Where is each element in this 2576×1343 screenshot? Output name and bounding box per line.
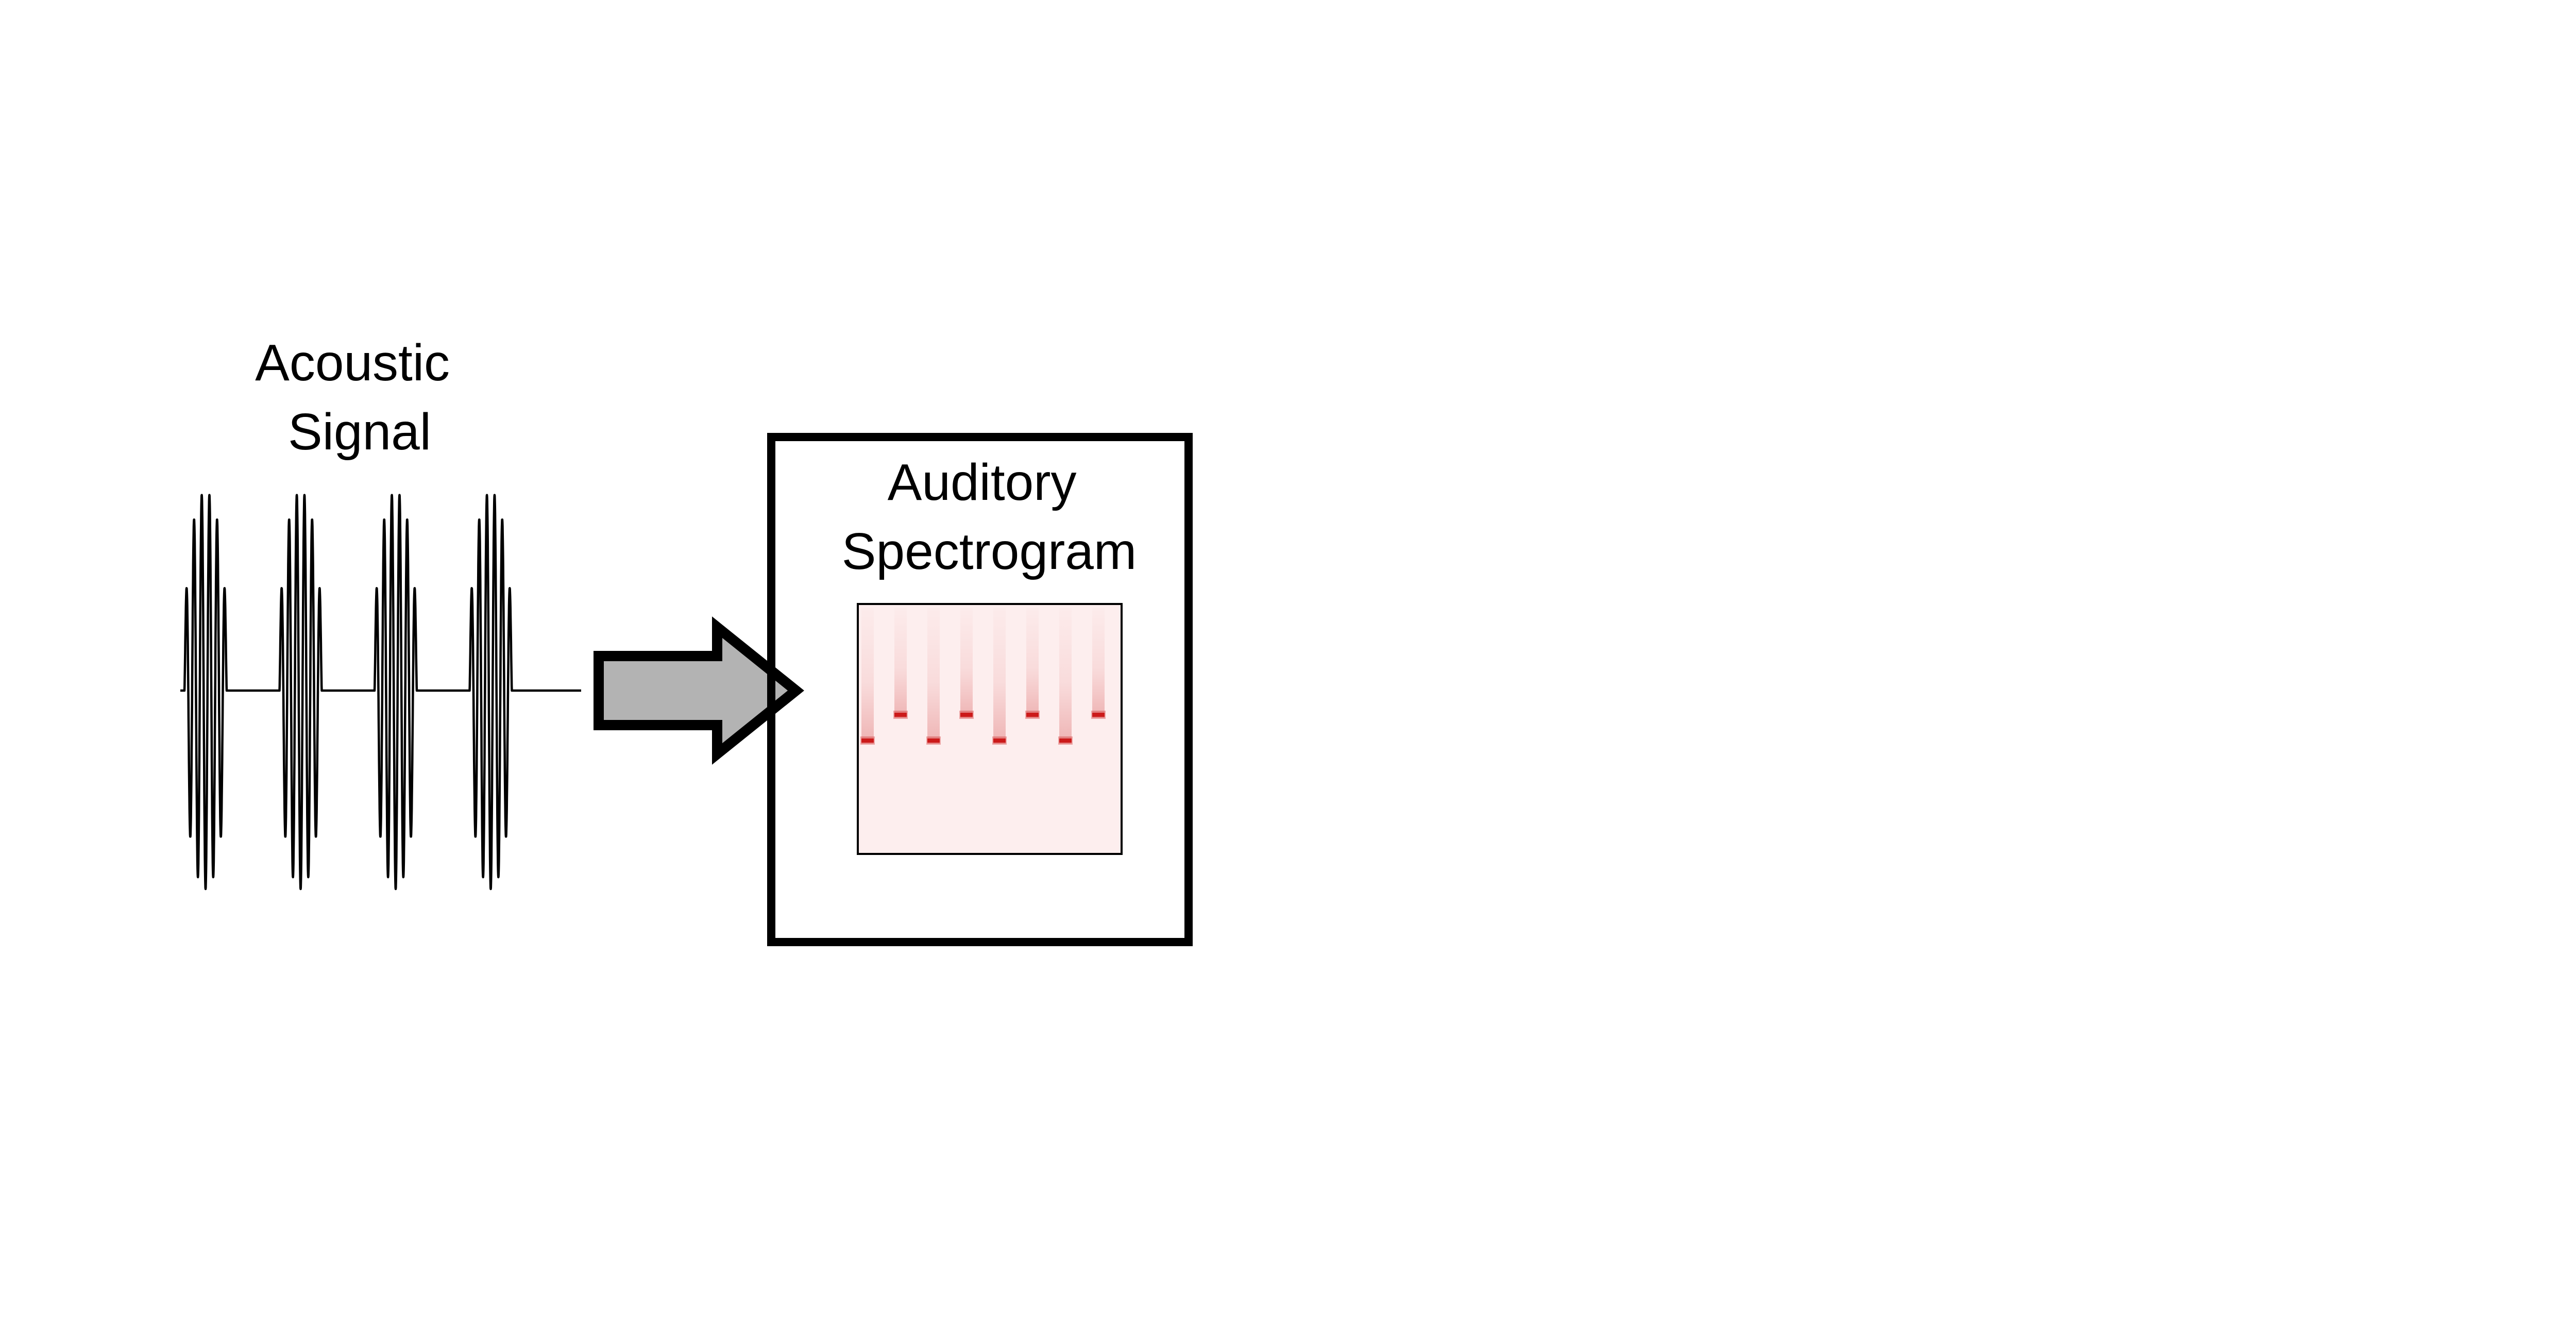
spectrogram-marks	[860, 608, 1106, 745]
spectrogram-mark	[1026, 713, 1039, 717]
acoustic-signal-title-line2: Signal	[288, 403, 431, 461]
auditory-spectrogram-title-line1: Auditory	[888, 454, 1077, 511]
spectrogram-smear	[927, 608, 940, 744]
spectrogram-smear	[861, 608, 874, 744]
spectrogram-smear	[960, 608, 973, 718]
waveform-trace	[180, 494, 581, 891]
auditory-spectrogram-box	[767, 433, 1193, 946]
spectrogram-mark	[927, 738, 940, 743]
spectrogram-smear	[1059, 608, 1072, 744]
processing-arrow	[594, 616, 804, 765]
auditory-spectrogram-title: Auditory Spectrogram	[842, 454, 1137, 580]
spectrogram-mark	[993, 738, 1006, 743]
auditory-spectrogram-title-line2: Spectrogram	[842, 523, 1137, 580]
spectrogram-smear	[1092, 608, 1105, 718]
spectrogram-mark	[960, 713, 973, 717]
spectrogram-smear	[993, 608, 1006, 744]
spectrogram-smear	[894, 608, 907, 718]
spectrogram-smear	[1026, 608, 1039, 718]
spectrogram-mark	[861, 738, 874, 743]
spectrogram-mark	[1059, 738, 1072, 743]
acoustic-signal-title: Acoustic Signal	[255, 334, 464, 461]
spectrogram-mark	[894, 713, 907, 717]
spectrogram-mark	[1092, 713, 1105, 717]
acoustic-waveform	[180, 494, 581, 891]
acoustic-signal-title-line1: Acoustic	[255, 334, 450, 392]
